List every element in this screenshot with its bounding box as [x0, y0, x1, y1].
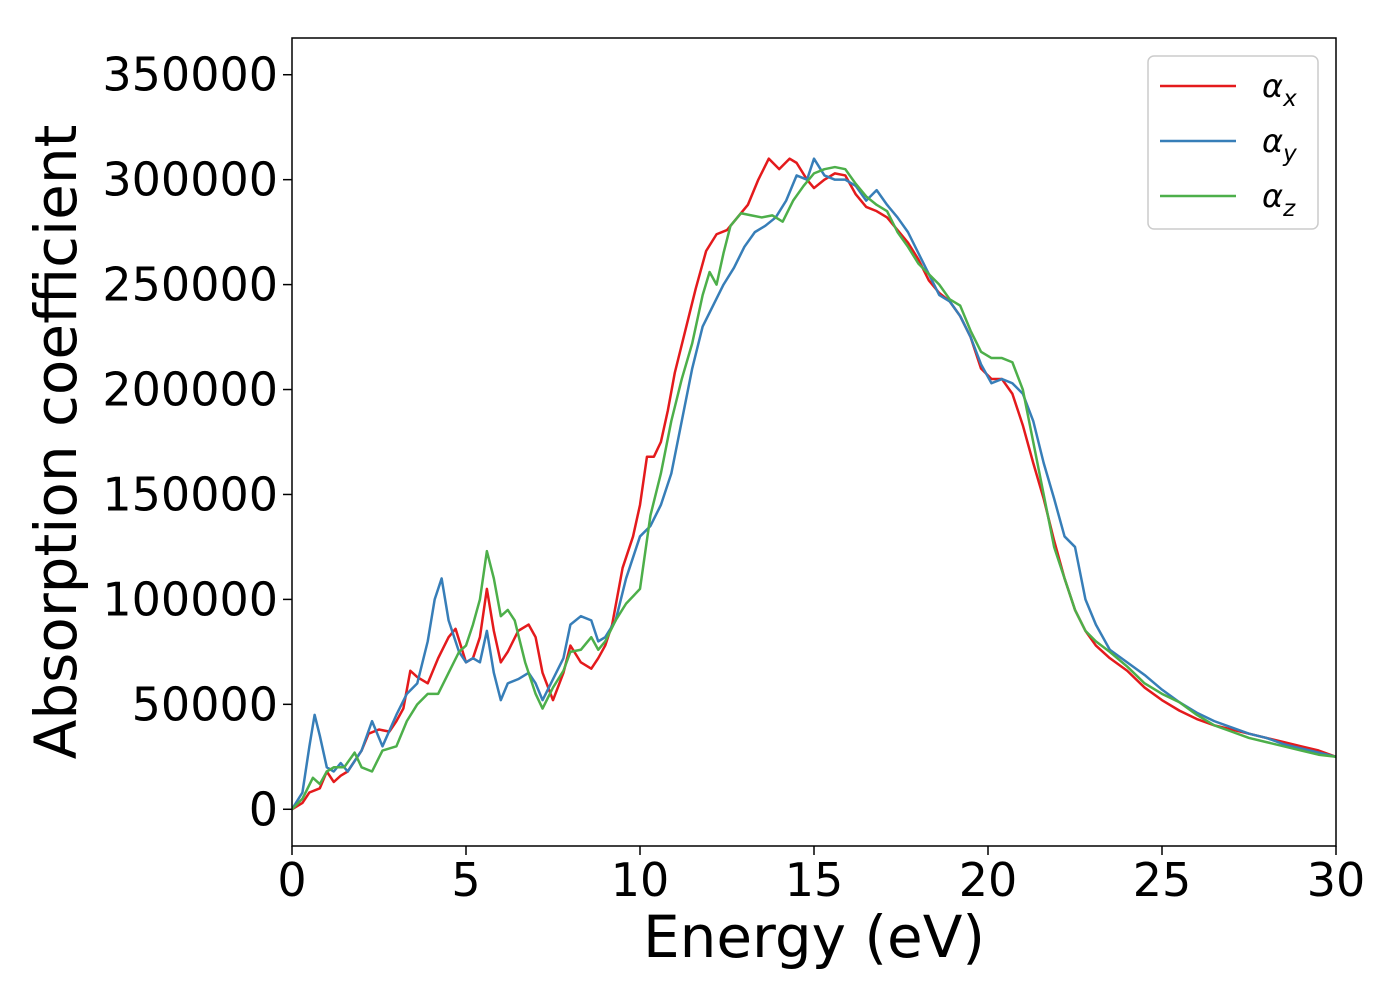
x-tick-label: 20 [959, 853, 1018, 907]
x-tick-label: 30 [1307, 853, 1366, 907]
x-axis-ticks: 0 5 10 15 20 25 30 [277, 846, 1365, 907]
series-line-alpha-x [292, 157, 1336, 811]
x-tick-label: 15 [785, 853, 844, 907]
y-tick-label: 50000 [132, 677, 278, 731]
x-tick-label: 25 [1133, 853, 1192, 907]
y-tick-label: 250000 [102, 258, 278, 312]
y-tick-label: 150000 [102, 467, 278, 521]
y-axis-label: Absorption coefficient [22, 125, 90, 760]
y-tick-label: 200000 [102, 363, 278, 417]
legend-box [1147, 55, 1319, 230]
series-line-alpha-z [292, 165, 1336, 811]
x-axis-label: Energy (eV) [643, 903, 985, 971]
series-layer [292, 157, 1336, 811]
series-line-alpha-y [292, 157, 1336, 811]
y-tick-label: 350000 [102, 48, 278, 102]
y-tick-label: 0 [249, 782, 278, 836]
x-tick-label: 5 [451, 853, 480, 907]
y-axis-ticks: 0 50000 100000 150000 200000 250000 300000 3500… [102, 48, 292, 836]
y-tick-label: 100000 [102, 572, 278, 626]
y-tick-label: 300000 [102, 153, 278, 207]
x-tick-label: 0 [277, 853, 306, 907]
x-tick-label: 10 [611, 853, 670, 907]
